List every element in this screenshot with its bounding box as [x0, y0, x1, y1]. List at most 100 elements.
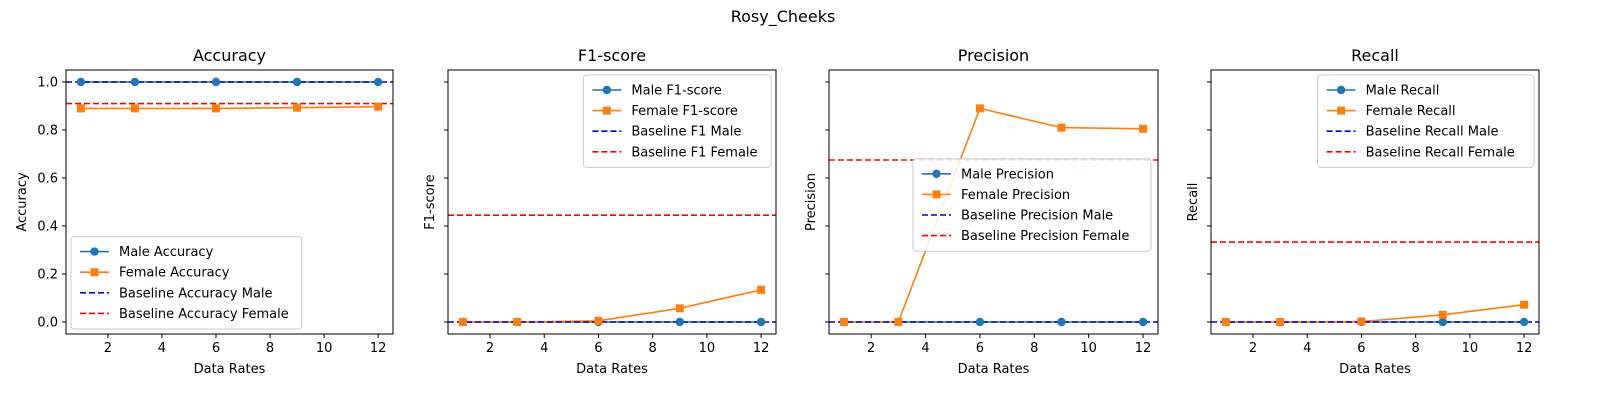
- legend: Male Precision Female Precision Baseline P…: [912, 158, 1152, 252]
- x-tick-label: 8: [649, 341, 657, 356]
- x-tick-label: 8: [266, 341, 274, 356]
- data-point-female-precision: [975, 104, 984, 113]
- data-point-male-accuracy: [211, 77, 221, 87]
- data-point-female-f1-score: [458, 318, 467, 326]
- x-tick-label: 6: [212, 341, 220, 356]
- x-tick-label: 2: [486, 341, 494, 356]
- y-axis-label: Precision: [804, 173, 819, 231]
- y-axis-label: Accuracy: [15, 172, 30, 232]
- legend-marker-swatch: [90, 268, 99, 277]
- subplot-title: Recall: [1351, 46, 1399, 65]
- x-tick-label: 8: [1030, 341, 1038, 356]
- x-tick-label: 6: [594, 341, 602, 356]
- legend-item: Male F1-score: [592, 84, 722, 99]
- subplot-panels: Accuracy 2 4 6 8 10 12 0.0 0.2 0.4 0.6 0.8 1.0 Data R…: [15, 46, 1540, 377]
- data-point-female-f1-score: [594, 316, 603, 325]
- data-point-female-f1-score: [757, 285, 766, 294]
- legend-marker-swatch: [1337, 106, 1346, 115]
- x-axis-label: Data Rates: [1339, 362, 1411, 377]
- legend-label: Baseline Accuracy Female: [119, 307, 289, 322]
- y-tick-label: 0.8: [37, 124, 58, 139]
- x-tick-label: 4: [921, 341, 929, 356]
- x-tick-label: 10: [1462, 341, 1479, 356]
- data-point-male-accuracy: [130, 77, 140, 87]
- data-point-female-f1-score: [513, 318, 522, 326]
- subplot-recall: Recall 2 4 6 8 10 12 Data Rates Recall Male Recal…: [1186, 46, 1540, 377]
- legend-label: Female Accuracy: [119, 266, 230, 281]
- legend-label: Baseline F1 Female: [631, 145, 757, 160]
- legend-label: Baseline F1 Male: [631, 125, 741, 140]
- data-point-female-precision: [1139, 124, 1148, 133]
- data-point-female-recall: [1276, 318, 1285, 326]
- axes-frame: [447, 69, 777, 335]
- legend-marker-swatch: [1336, 85, 1346, 95]
- legend-box: [912, 158, 1152, 252]
- y-tick-label: 0.0: [37, 316, 58, 331]
- legend-label: Baseline Precision Male: [961, 209, 1113, 224]
- x-tick-label: 6: [1357, 341, 1365, 356]
- x-axis-label: Data Rates: [958, 362, 1030, 377]
- data-point-female-precision: [1057, 123, 1066, 132]
- legend-marker-swatch: [602, 85, 612, 95]
- x-tick-label: 2: [1249, 341, 1257, 356]
- legend-marker-swatch: [90, 247, 99, 256]
- data-point-female-precision: [894, 318, 903, 326]
- data-point-female-f1-score: [675, 304, 684, 313]
- x-tick-label: 4: [158, 341, 166, 356]
- y-tick-label: 0.6: [37, 172, 58, 187]
- legend-item: Male Recall: [1326, 84, 1440, 99]
- x-tick-label: 12: [370, 341, 387, 356]
- x-tick-label: 10: [316, 341, 333, 356]
- figure-suptitle: Rosy_Cheeks: [731, 7, 836, 27]
- x-tick-label: 10: [1080, 341, 1097, 356]
- x-tick-label: 4: [540, 341, 548, 356]
- data-point-female-accuracy: [374, 102, 383, 111]
- x-tick-label: 2: [867, 341, 875, 356]
- legend-item: Baseline F1 Female: [592, 145, 758, 160]
- subplot-precision: Precision 2 4 6 8 10 12 Data Rates Precision Male…: [804, 46, 1159, 377]
- legend-label: Female F1-score: [631, 104, 738, 119]
- axes-frame: [65, 69, 394, 335]
- x-axis-label: Data Rates: [194, 362, 266, 377]
- axes-frame: [1210, 69, 1540, 335]
- legend-label: Male Accuracy: [119, 245, 214, 260]
- subplot-accuracy: Accuracy 2 4 6 8 10 12 0.0 0.2 0.4 0.6 0.8 1.0 Data R…: [15, 46, 394, 377]
- data-point-male-f1-score: [675, 317, 684, 327]
- data-point-female-recall: [1438, 310, 1447, 319]
- legend-label: Baseline Recall Male: [1366, 125, 1499, 140]
- x-tick-label: 12: [1135, 341, 1152, 356]
- legend-box: [1317, 74, 1535, 168]
- legend-label: Male Recall: [1366, 84, 1440, 99]
- subplot-title: Accuracy: [193, 46, 266, 65]
- legend-marker-swatch: [932, 169, 941, 178]
- legend-item: Baseline Recall Male: [1326, 125, 1499, 140]
- legend-item: Baseline Recall Female: [1326, 145, 1515, 160]
- data-point-female-accuracy: [130, 104, 139, 113]
- data-point-female-recall: [1357, 317, 1366, 326]
- x-tick-label: 10: [699, 341, 716, 356]
- legend-item: Female Precision: [922, 188, 1070, 203]
- y-axis-label: Recall: [1186, 183, 1201, 222]
- data-point-male-accuracy: [76, 77, 86, 87]
- y-axis-label: F1-score: [423, 174, 438, 229]
- legend-label: Male Precision: [961, 167, 1054, 182]
- legend-label: Baseline Precision Female: [961, 229, 1129, 244]
- legend: Male Accuracy Female Accuracy Baseline Acc…: [70, 236, 303, 330]
- data-point-female-recall: [1520, 300, 1529, 309]
- legend-label: Male F1-score: [631, 84, 721, 99]
- y-tick-label: 0.2: [37, 268, 58, 283]
- legend-item: Baseline F1 Male: [592, 125, 741, 140]
- legend: Male F1-score Female F1-score Baseline F1 …: [582, 74, 772, 168]
- data-point-male-precision: [1138, 317, 1148, 327]
- x-tick-label: 2: [104, 341, 112, 356]
- data-point-female-accuracy: [293, 103, 302, 112]
- x-tick-label: 4: [1303, 341, 1311, 356]
- legend-label: Baseline Accuracy Male: [119, 286, 273, 301]
- legend-item: Male Precision: [922, 167, 1054, 182]
- legend-item: Female Accuracy: [80, 266, 230, 281]
- legend-label: Female Recall: [1366, 104, 1456, 119]
- data-point-male-precision: [975, 317, 985, 327]
- data-point-male-recall: [1438, 317, 1447, 327]
- legend-item: Baseline Precision Male: [922, 209, 1113, 224]
